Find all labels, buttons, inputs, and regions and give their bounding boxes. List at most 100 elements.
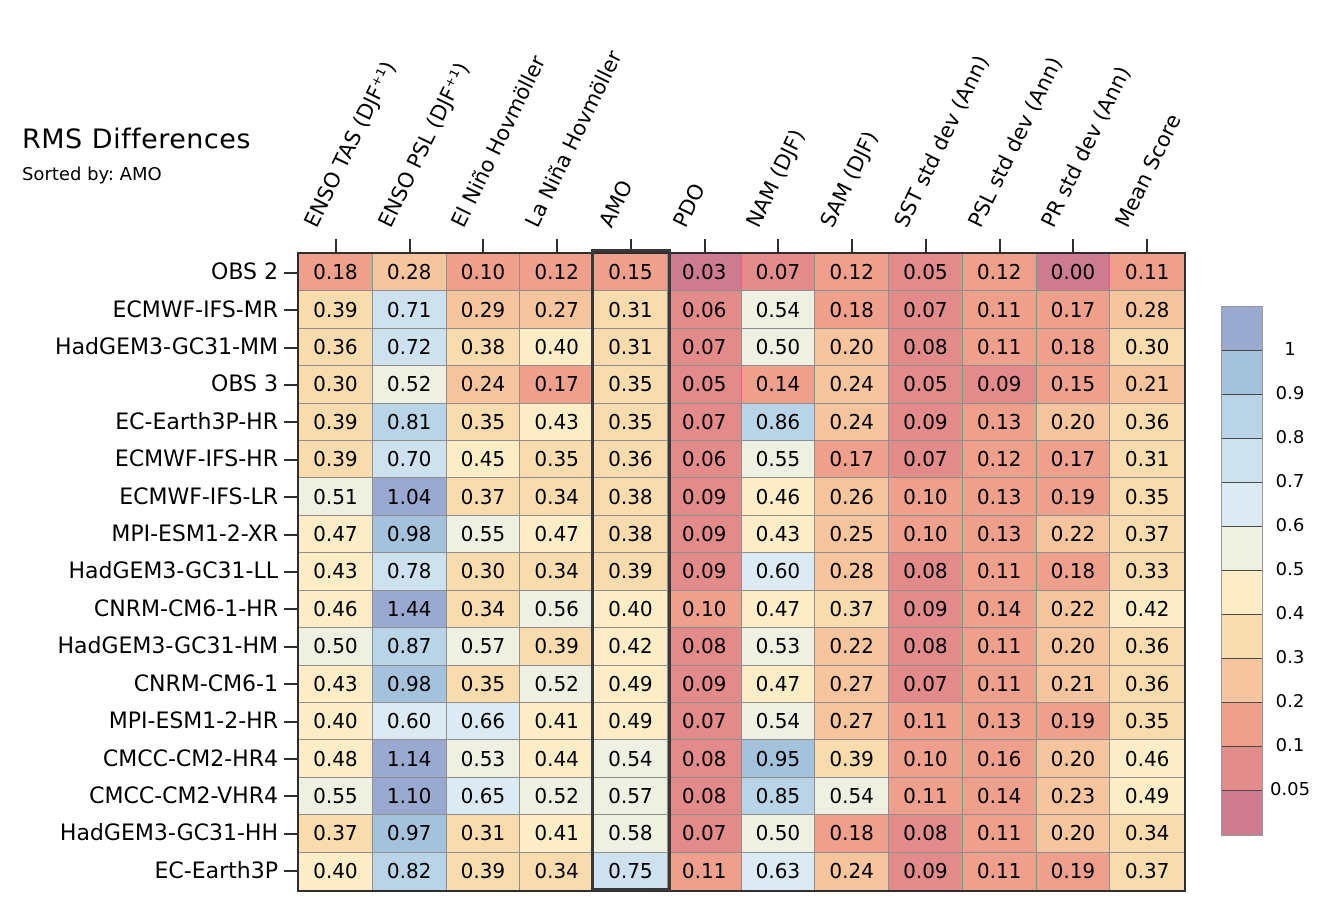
heatmap-cell: 0.38 — [594, 478, 668, 516]
heatmap-cell: 0.07 — [667, 702, 742, 741]
colorbar-segment — [1222, 307, 1262, 351]
heatmap-cell: 0.86 — [741, 403, 816, 442]
heatmap-cell: 0.57 — [594, 777, 668, 816]
heatmap-cell: 0.11 — [889, 702, 963, 741]
x-tick — [408, 239, 411, 252]
heatmap-cell: 0.71 — [372, 291, 447, 329]
heatmap-cell: 0.18 — [815, 291, 889, 329]
heatmap-cell: 0.56 — [520, 590, 594, 629]
heatmap-cell: 0.46 — [299, 590, 373, 629]
x-tick — [998, 239, 1001, 252]
heatmap-cell: 0.16 — [962, 740, 1037, 778]
heatmap-cell: 0.31 — [594, 328, 668, 367]
heatmap-cell: 0.81 — [372, 403, 447, 442]
row-label: OBS 2 — [211, 260, 278, 286]
y-tick — [284, 683, 297, 686]
heatmap-cell: 0.08 — [889, 628, 963, 666]
heatmap-cell: 0.50 — [299, 628, 373, 666]
heatmap-cell: 0.28 — [1110, 291, 1184, 329]
heatmap-cell: 0.40 — [299, 702, 373, 741]
colorbar-tick-label: 0.4 — [1275, 603, 1305, 624]
heatmap-cell: 0.05 — [889, 254, 963, 292]
heatmap-cell: 0.25 — [815, 515, 889, 554]
heatmap-cell: 0.35 — [446, 665, 521, 703]
heatmap-cell: 0.08 — [667, 777, 742, 816]
row-label: HadGEM3-GC31-HH — [59, 821, 278, 847]
heatmap-cell: 0.11 — [962, 291, 1037, 329]
y-tick — [284, 271, 297, 274]
heatmap-cell: 0.46 — [1110, 740, 1184, 778]
heatmap-cell: 0.20 — [815, 328, 889, 367]
heatmap-cell: 0.24 — [815, 403, 889, 442]
x-tick — [851, 239, 854, 252]
heatmap-cell: 0.40 — [594, 590, 668, 629]
heatmap-cell: 0.11 — [962, 815, 1037, 853]
heatmap-cell: 0.47 — [520, 515, 594, 554]
colorbar-tick-label: 0.9 — [1275, 383, 1305, 404]
colorbar-tick-label: 1 — [1284, 339, 1296, 360]
heatmap-cell: 0.09 — [889, 403, 963, 442]
y-tick — [284, 720, 297, 723]
heatmap-cell: 0.53 — [741, 628, 816, 666]
x-tick — [777, 239, 780, 252]
heatmap-cell: 0.51 — [299, 478, 373, 516]
heatmap-cell: 0.08 — [889, 328, 963, 367]
heatmap-cell: 0.30 — [1110, 328, 1184, 367]
heatmap-cell: 0.37 — [1110, 852, 1184, 890]
heatmap-cell: 0.87 — [372, 628, 447, 666]
heatmap-cell: 0.12 — [962, 441, 1037, 479]
heatmap-cell: 0.07 — [667, 328, 742, 367]
heatmap-cell: 0.31 — [446, 815, 521, 853]
heatmap-cell: 0.14 — [962, 590, 1037, 629]
heatmap-cell: 0.19 — [1036, 702, 1111, 741]
heatmap-cell: 0.10 — [446, 254, 521, 292]
heatmap-cell: 0.20 — [1036, 740, 1111, 778]
x-tick — [1146, 239, 1149, 252]
heatmap-cell: 1.10 — [372, 777, 447, 816]
heatmap-cell: 0.55 — [446, 515, 521, 554]
heatmap-cell: 0.15 — [594, 254, 668, 292]
heatmap-cell: 0.07 — [667, 815, 742, 853]
heatmap-cell: 0.10 — [889, 740, 963, 778]
heatmap-cell: 0.43 — [741, 515, 816, 554]
heatmap-cell: 0.35 — [1110, 702, 1184, 741]
heatmap-cell: 0.55 — [741, 441, 816, 479]
heatmap-cell: 0.60 — [372, 702, 447, 741]
heatmap-cell: 0.30 — [446, 553, 521, 591]
row-label: OBS 3 — [211, 372, 278, 398]
row-label: MPI-ESM1-2-XR — [111, 522, 278, 548]
heatmap-cell: 0.48 — [299, 740, 373, 778]
heatmap-cell: 0.50 — [741, 328, 816, 367]
heatmap-cell: 0.34 — [520, 553, 594, 591]
heatmap-cell: 0.05 — [667, 366, 742, 404]
heatmap-cell: 0.38 — [594, 515, 668, 554]
heatmap-cell: 0.27 — [815, 665, 889, 703]
y-tick — [284, 570, 297, 573]
heatmap-cell: 0.54 — [741, 702, 816, 741]
heatmap-cell: 0.24 — [446, 366, 521, 404]
heatmap-cell: 0.97 — [372, 815, 447, 853]
heatmap-cell: 0.85 — [741, 777, 816, 816]
heatmap-cell: 0.13 — [962, 702, 1037, 741]
heatmap-cell: 0.09 — [889, 852, 963, 890]
heatmap-cell: 0.34 — [520, 852, 594, 890]
colorbar-tick-label: 0.05 — [1269, 779, 1311, 800]
heatmap-cell: 0.35 — [594, 403, 668, 442]
heatmap-cell: 0.39 — [520, 628, 594, 666]
heatmap-cell: 0.39 — [299, 291, 373, 329]
heatmap-cell: 0.36 — [594, 441, 668, 479]
sorted-by-label: Sorted by: AMO — [22, 164, 162, 185]
heatmap-cell: 0.07 — [889, 665, 963, 703]
row-label: MPI-ESM1-2-HR — [108, 709, 278, 735]
heatmap-cell: 0.50 — [741, 815, 816, 853]
heatmap-cell: 0.07 — [889, 441, 963, 479]
y-tick — [284, 458, 297, 461]
heatmap-cell: 0.36 — [1110, 665, 1184, 703]
y-tick — [284, 533, 297, 536]
y-tick — [284, 309, 297, 312]
colorbar-segment — [1222, 747, 1262, 791]
heatmap-cell: 0.00 — [1036, 254, 1111, 292]
column-label-text: Mean Score — [1110, 110, 1186, 231]
heatmap-cell: 0.07 — [741, 254, 816, 292]
heatmap-cell: 0.11 — [1110, 254, 1184, 292]
